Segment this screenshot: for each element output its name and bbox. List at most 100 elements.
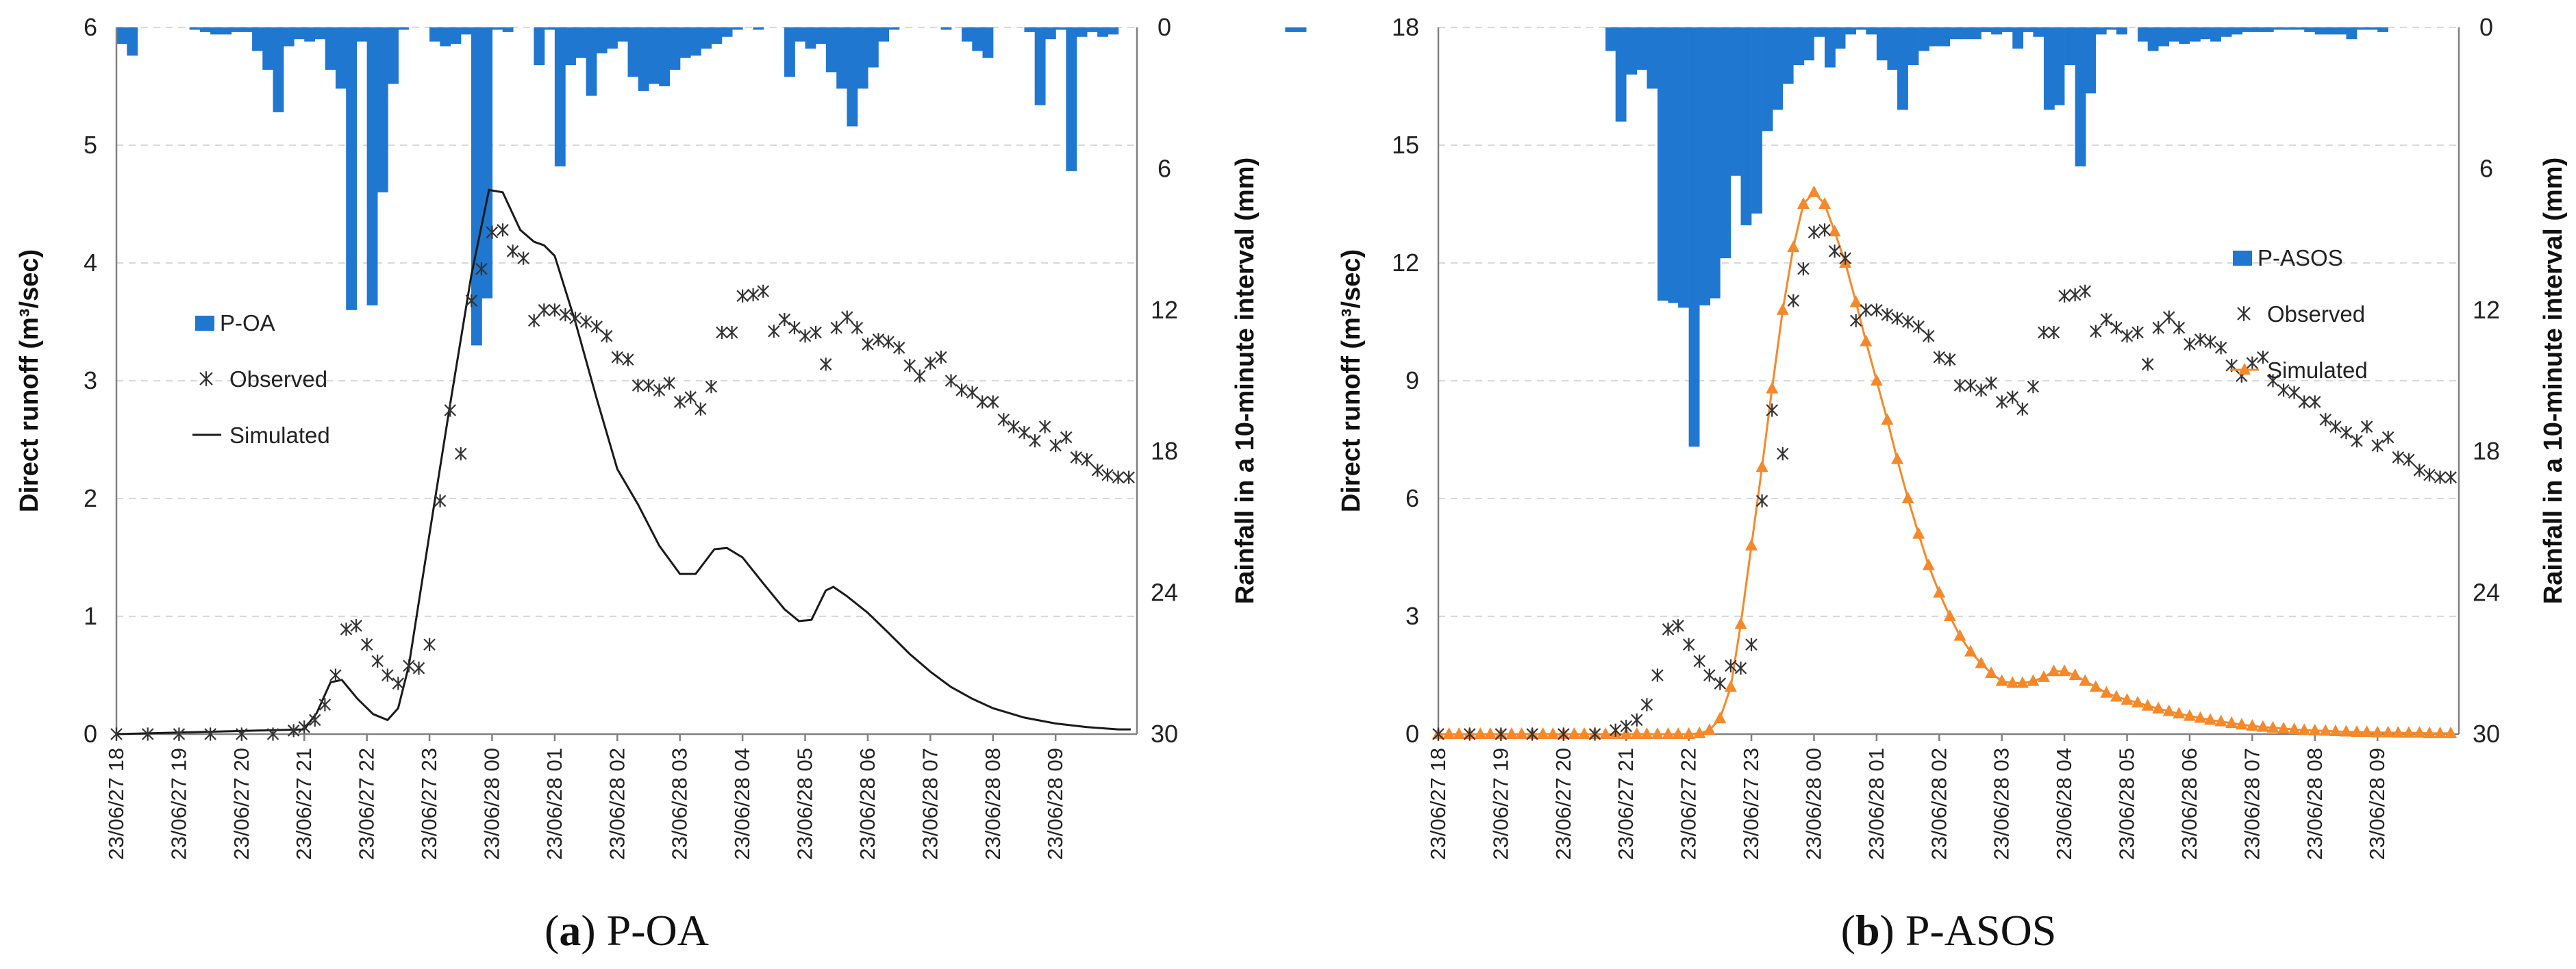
simulated-point bbox=[2141, 699, 2154, 711]
simulated-point bbox=[1693, 726, 1706, 738]
rainfall-bar bbox=[1678, 27, 1689, 308]
observed-point bbox=[924, 356, 937, 370]
right-tick-label: 0 bbox=[1158, 13, 1171, 41]
simulated-line bbox=[116, 188, 1131, 735]
simulated-point bbox=[1662, 727, 1675, 739]
observed-point bbox=[1755, 494, 1768, 508]
simulated-point bbox=[1714, 712, 1727, 724]
observed-point bbox=[622, 353, 634, 366]
simulated-point bbox=[1901, 492, 1914, 503]
observed-point bbox=[1818, 223, 1831, 237]
rainfall-bar bbox=[1285, 27, 1297, 32]
observed-point bbox=[444, 403, 456, 417]
observed-point bbox=[1808, 225, 1821, 239]
rainfall-bar bbox=[690, 27, 701, 56]
panel-caption: (a) P-OA bbox=[545, 906, 709, 955]
rainfall-bar bbox=[2095, 27, 2107, 35]
observed-point bbox=[1975, 383, 1988, 397]
rainfall-bar bbox=[116, 27, 127, 45]
observed-point bbox=[2351, 434, 2363, 448]
rainfall-bar bbox=[1751, 27, 1762, 214]
simulated-point bbox=[1442, 727, 1455, 739]
rainfall-bar bbox=[1668, 27, 1679, 303]
rainfall-bar bbox=[1970, 27, 1981, 40]
observed-point bbox=[266, 727, 279, 741]
simulated-point bbox=[1881, 413, 1894, 425]
observed-point bbox=[382, 668, 394, 682]
observed-point bbox=[2090, 325, 2102, 338]
legend-rain-swatch bbox=[195, 316, 214, 331]
observed-point bbox=[768, 325, 780, 338]
rainfall-bar bbox=[2085, 27, 2097, 94]
observed-point bbox=[2184, 338, 2196, 351]
simulated-point bbox=[1828, 225, 1841, 237]
observed-point bbox=[2444, 470, 2457, 484]
observed-point bbox=[1693, 654, 1705, 668]
rainfall-bar bbox=[335, 27, 347, 89]
rainfall-bar bbox=[1636, 27, 1648, 70]
observed-point bbox=[976, 395, 988, 409]
rainfall-bar bbox=[784, 27, 795, 77]
simulated-point bbox=[2131, 696, 2144, 708]
rainfall-bar bbox=[460, 27, 472, 35]
observed-point bbox=[1964, 379, 1977, 392]
simulated-point bbox=[2235, 718, 2248, 730]
observed-point bbox=[799, 329, 812, 343]
simulated-point bbox=[1766, 381, 1779, 394]
rainfall-bar bbox=[1803, 27, 1814, 61]
x-tick-label: 23/06/28 07 bbox=[918, 748, 942, 860]
observed-point bbox=[2288, 386, 2301, 399]
simulated-point bbox=[1453, 727, 1466, 739]
simulated-point bbox=[2110, 690, 2123, 702]
rainfall-bar bbox=[1055, 27, 1067, 30]
legend-observed-label: Observed bbox=[2267, 301, 2365, 327]
observed-point bbox=[736, 289, 749, 303]
simulated-point bbox=[2100, 685, 2113, 698]
observed-point bbox=[2277, 383, 2290, 397]
x-tick-label: 23/06/27 19 bbox=[1488, 748, 1512, 860]
rainfall-bar bbox=[2200, 27, 2212, 40]
rainfall-bar bbox=[2116, 27, 2127, 35]
observed-point bbox=[141, 727, 154, 741]
left-tick-label: 9 bbox=[1405, 366, 1419, 394]
rainfall-bar bbox=[2210, 27, 2221, 42]
rainfall-bar bbox=[2366, 27, 2378, 30]
observed-point bbox=[2246, 356, 2259, 370]
rainfall-bar bbox=[2012, 27, 2024, 49]
rainfall-bar bbox=[1834, 27, 1846, 49]
observed-point bbox=[360, 638, 373, 651]
observed-point bbox=[1101, 468, 1114, 482]
observed-point bbox=[1682, 638, 1695, 651]
observed-point bbox=[1609, 723, 1622, 737]
x-tick-label: 23/06/28 03 bbox=[668, 748, 692, 860]
left-tick-label: 0 bbox=[84, 720, 97, 748]
simulated-point bbox=[2444, 726, 2458, 738]
rainfall-bar bbox=[627, 27, 639, 77]
observed-point bbox=[590, 320, 603, 334]
observed-point bbox=[1091, 464, 1104, 477]
rainfall-bar bbox=[836, 27, 848, 89]
simulated-point bbox=[1703, 723, 1716, 735]
observed-point bbox=[1891, 312, 1903, 325]
rainfall-bar bbox=[2179, 27, 2190, 45]
x-tick-label: 23/06/28 06 bbox=[2177, 748, 2201, 860]
observed-point bbox=[403, 659, 415, 672]
observed-point bbox=[1839, 251, 1851, 265]
observed-point bbox=[2381, 430, 2394, 444]
simulated-point bbox=[1630, 727, 1643, 739]
simulated-point bbox=[1599, 727, 1612, 739]
observed-point bbox=[2173, 321, 2186, 335]
rainfall-bar bbox=[346, 27, 358, 310]
observed-point bbox=[465, 294, 478, 307]
rainfall-bar bbox=[1647, 27, 1658, 89]
observed-point bbox=[2434, 470, 2447, 484]
x-tick-label: 23/06/28 00 bbox=[1801, 748, 1825, 860]
observed-point bbox=[2194, 333, 2207, 347]
observed-point bbox=[2204, 335, 2216, 349]
x-tick-label: 23/06/27 20 bbox=[229, 748, 253, 860]
observed-point bbox=[830, 321, 843, 335]
simulated-point bbox=[1755, 460, 1768, 473]
x-tick-label: 23/06/28 07 bbox=[2240, 748, 2264, 860]
rainfall-bar bbox=[544, 27, 555, 30]
